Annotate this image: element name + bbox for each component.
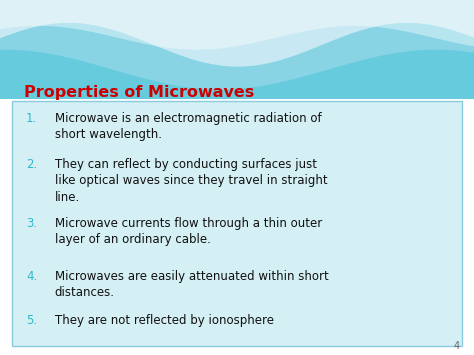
Polygon shape bbox=[0, 0, 474, 50]
Text: Microwaves are easily attenuated within short
distances.: Microwaves are easily attenuated within … bbox=[55, 270, 328, 299]
Text: They can reflect by conducting surfaces just
like optical waves since they trave: They can reflect by conducting surfaces … bbox=[55, 158, 327, 204]
Text: Properties of Microwaves: Properties of Microwaves bbox=[24, 85, 254, 100]
Polygon shape bbox=[0, 0, 474, 67]
FancyBboxPatch shape bbox=[12, 101, 462, 346]
Text: Microwave is an electromagnetic radiation of
short wavelength.: Microwave is an electromagnetic radiatio… bbox=[55, 112, 321, 141]
Text: 4.: 4. bbox=[26, 270, 37, 283]
Text: 1.: 1. bbox=[26, 112, 37, 125]
Polygon shape bbox=[0, 0, 474, 89]
Text: 4: 4 bbox=[454, 342, 460, 351]
Bar bbox=[0, 99, 474, 355]
Text: 3.: 3. bbox=[26, 217, 37, 230]
Text: 5.: 5. bbox=[26, 314, 37, 327]
Text: 2.: 2. bbox=[26, 158, 37, 171]
Text: Microwave currents flow through a thin outer
layer of an ordinary cable.: Microwave currents flow through a thin o… bbox=[55, 217, 322, 246]
Text: They are not reflected by ionosphere: They are not reflected by ionosphere bbox=[55, 314, 273, 327]
Bar bbox=[0, 0, 474, 99]
